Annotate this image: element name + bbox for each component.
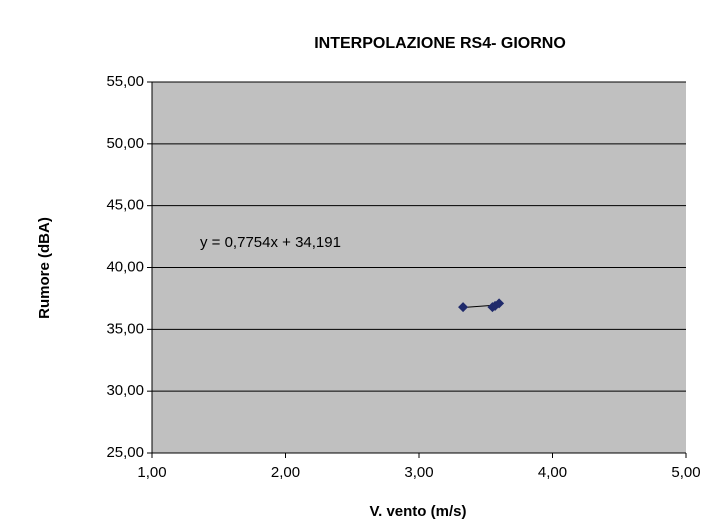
data-point [458,302,469,313]
chart-title: INTERPOLAZIONE RS4- GIORNO [314,35,566,52]
y-axis-label: Rumore (dBA) [36,217,53,319]
y-tick-label: 55,00 [106,73,144,90]
y-tick-label: 40,00 [106,258,144,275]
y-tick-label: 50,00 [106,135,144,152]
x-tick-label: 5,00 [671,464,700,481]
y-tick-label: 35,00 [106,320,144,337]
x-tick-label: 2,00 [271,464,300,481]
y-tick-label: 25,00 [106,444,144,461]
x-tick-label: 3,00 [404,464,433,481]
x-tick-label: 1,00 [137,464,166,481]
data-point [494,298,505,309]
x-axis-label: V. vento (m/s) [370,503,467,520]
y-tick-label: 45,00 [106,197,144,214]
x-tick-label: 4,00 [538,464,567,481]
trend-equation: y = 0,7754x + 34,191 [200,234,341,251]
y-tick-label: 30,00 [106,382,144,399]
